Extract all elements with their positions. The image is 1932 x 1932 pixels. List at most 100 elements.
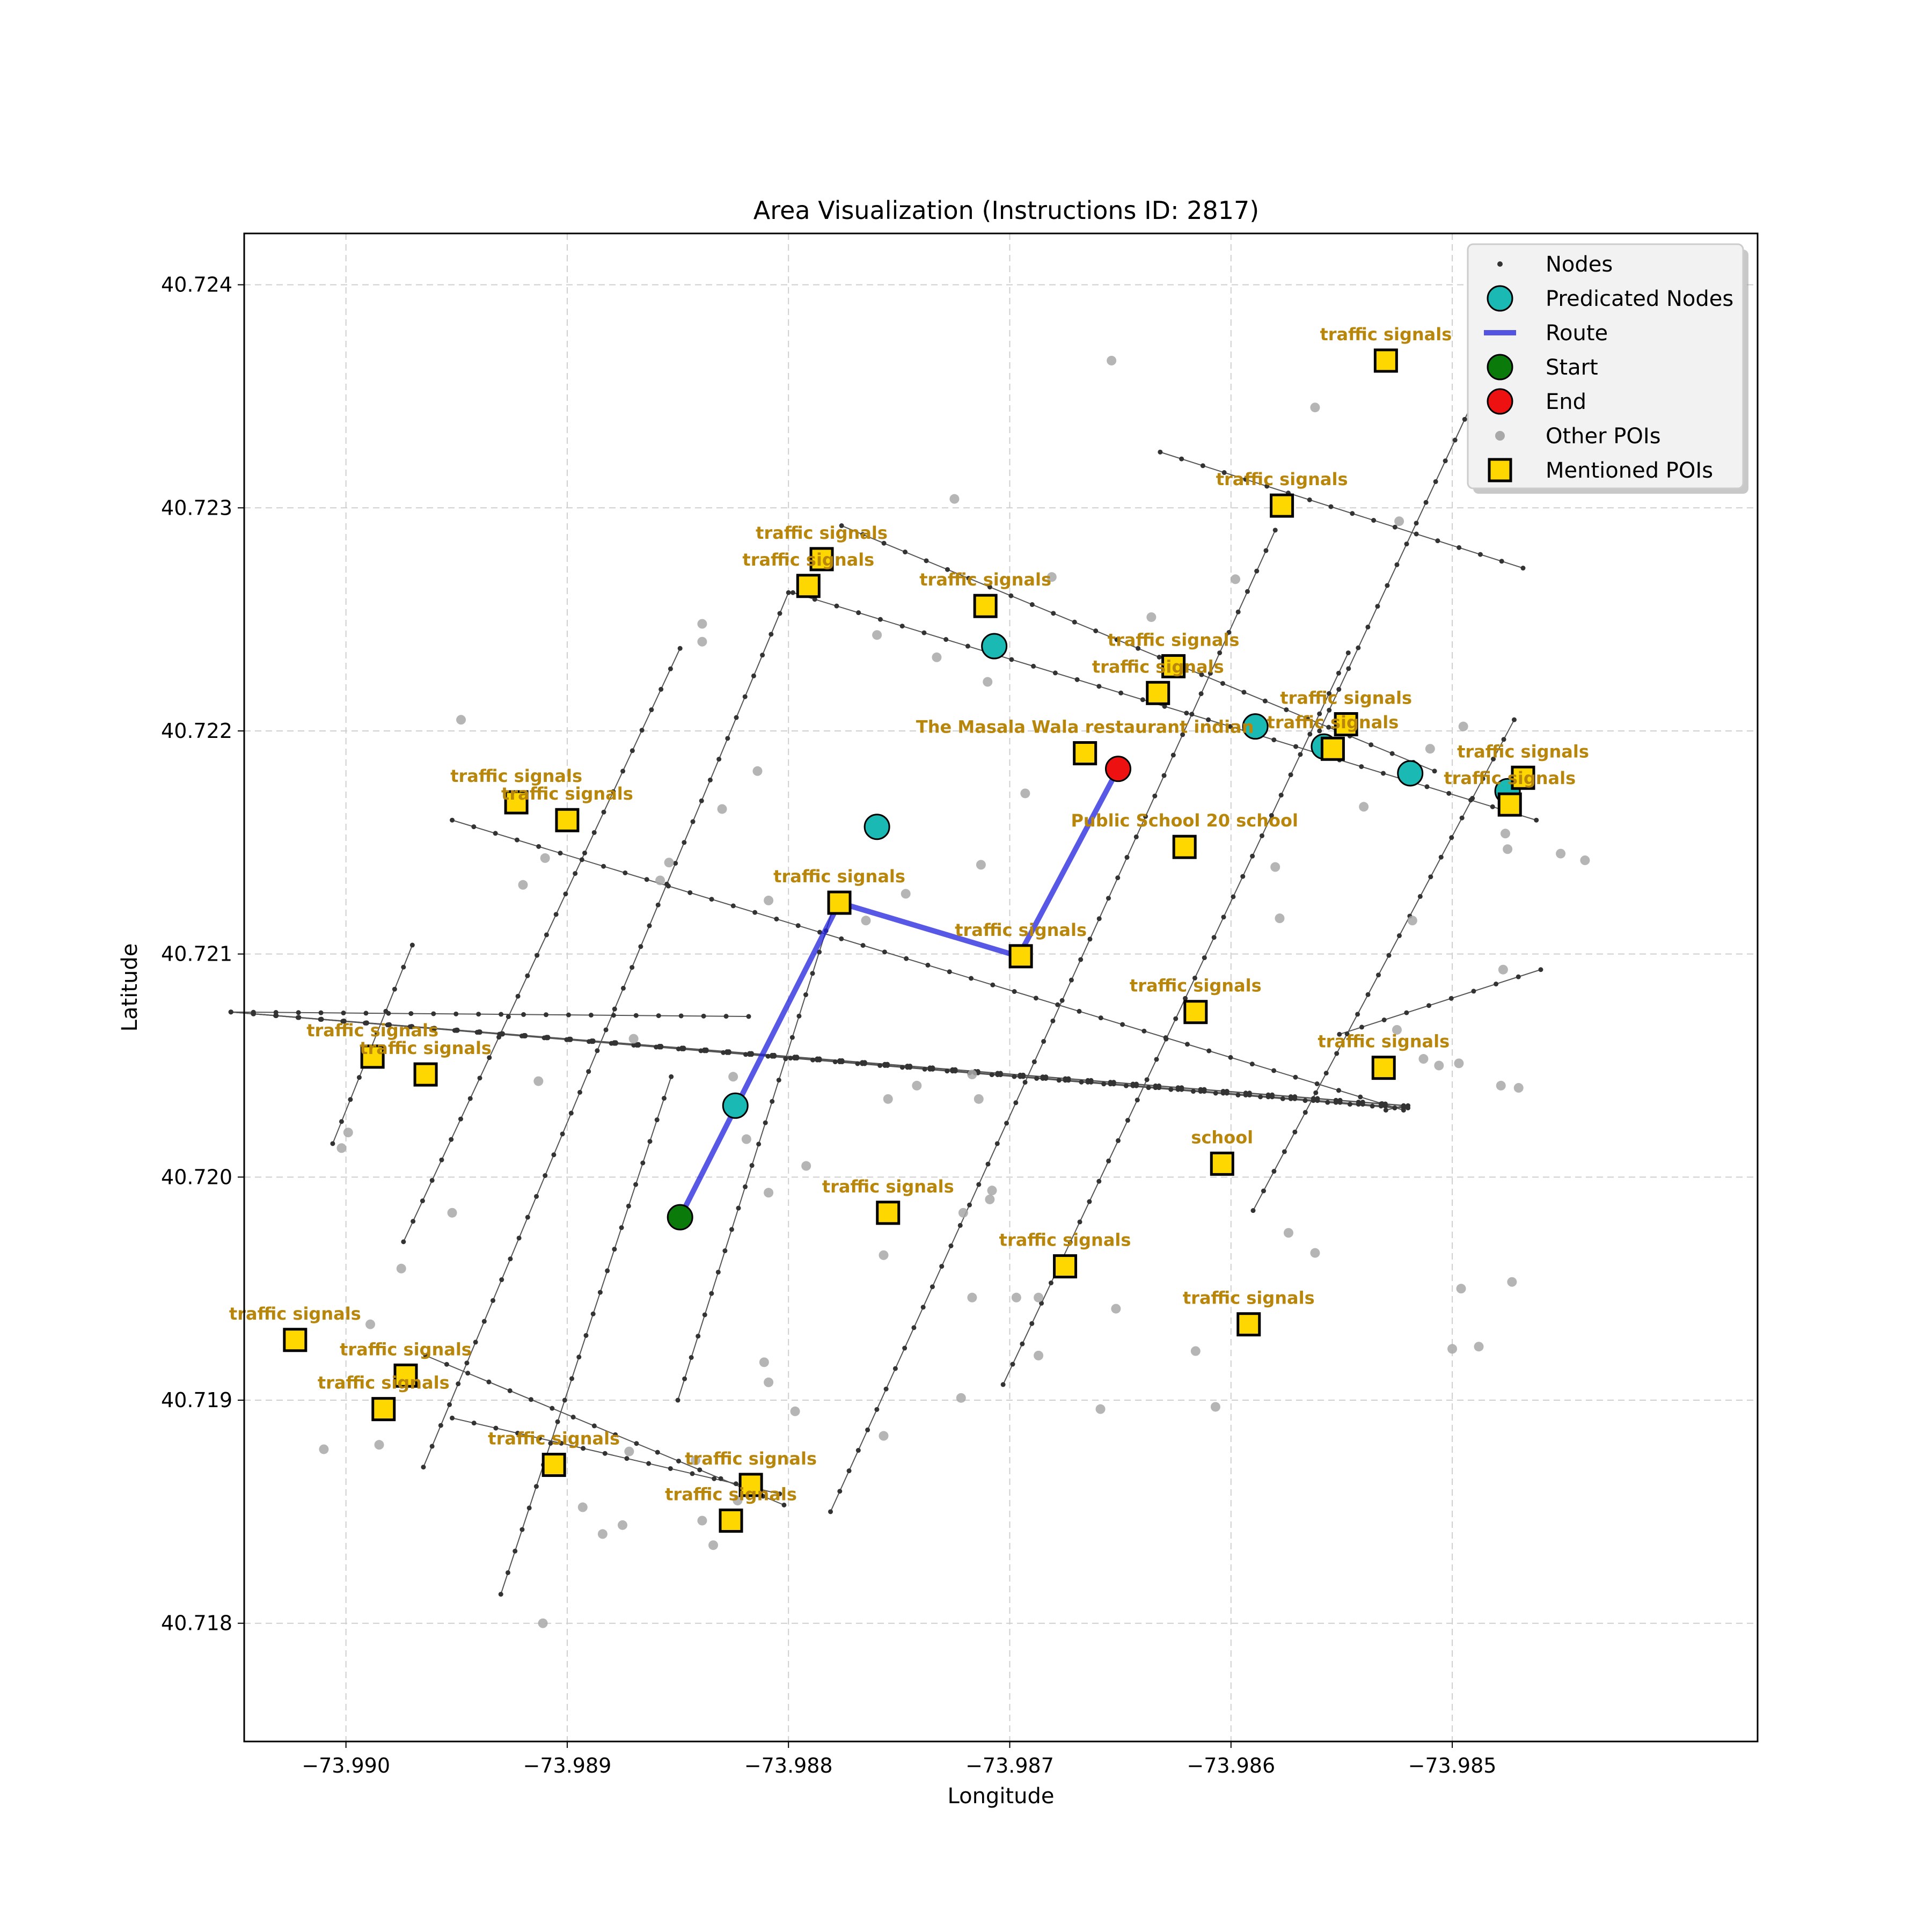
node-dot <box>925 962 931 968</box>
node-dot <box>1114 637 1119 642</box>
node-dot <box>1048 1280 1053 1286</box>
node-dot <box>1184 1042 1190 1047</box>
node-dot <box>1293 744 1299 749</box>
node-dot <box>730 903 736 909</box>
node-dot <box>409 942 415 948</box>
node-dot <box>810 971 815 976</box>
node-dot <box>644 877 649 882</box>
node-dot <box>562 1397 567 1403</box>
node-dot <box>1336 670 1341 676</box>
node-dot <box>499 1012 504 1017</box>
node-dot <box>1241 690 1247 695</box>
node-dot <box>590 1039 596 1044</box>
mentioned-poi-label: traffic signals <box>1108 630 1240 650</box>
other-poi <box>1513 1083 1524 1093</box>
other-poi <box>1359 802 1369 812</box>
node-dot <box>656 1013 661 1019</box>
mentioned-poi-marker <box>973 594 998 618</box>
mentioned-poi-marker <box>555 808 580 832</box>
node-dot <box>1490 804 1495 809</box>
other-poi <box>374 1440 384 1450</box>
node-dot <box>638 944 643 949</box>
node-dot <box>639 728 645 733</box>
node-dot <box>1452 437 1458 443</box>
node-dot <box>471 824 477 830</box>
node-dot <box>387 1022 392 1028</box>
node-dot <box>421 1465 426 1470</box>
mentioned-poi-label: Public School 20 school <box>1071 810 1298 831</box>
node-dot <box>624 1456 630 1461</box>
node-dot <box>1337 1031 1342 1037</box>
node-dot <box>318 1010 324 1015</box>
other-poi <box>987 1185 997 1196</box>
node-dot <box>537 1436 542 1441</box>
node-dot <box>722 1248 728 1254</box>
legend-label: End <box>1546 390 1586 414</box>
x-tick-label: −73.989 <box>523 1754 612 1777</box>
node-dot <box>1247 1092 1252 1097</box>
node-dot <box>438 1423 443 1428</box>
node-dot <box>568 1110 574 1116</box>
node-dot <box>1240 874 1246 879</box>
node-dot <box>668 666 673 671</box>
node-dot <box>1337 1100 1343 1105</box>
node-dot <box>439 1157 444 1162</box>
node-dot <box>1066 1078 1071 1083</box>
node-dot <box>1170 752 1176 758</box>
node-dot <box>783 1056 788 1062</box>
node-dot <box>697 1467 702 1473</box>
node-dot <box>953 1069 958 1074</box>
y-tick-label: 40.724 <box>161 273 232 297</box>
node-dot <box>514 837 519 843</box>
node-dot <box>1140 697 1145 702</box>
node-dot <box>1449 835 1454 840</box>
node-dot <box>687 890 693 895</box>
node-dot <box>877 1063 883 1068</box>
node-dot <box>1123 1083 1129 1088</box>
node-dot <box>590 1311 596 1316</box>
other-poi <box>912 1080 922 1091</box>
other-poi <box>956 1393 966 1403</box>
other-poi <box>1418 1054 1429 1064</box>
y-tick-label: 40.722 <box>161 719 232 743</box>
node-dot <box>834 603 839 609</box>
other-poi <box>801 1161 811 1171</box>
node-dot <box>1258 1094 1263 1100</box>
node-dot <box>1389 751 1395 756</box>
node-dot <box>1292 1129 1298 1135</box>
node-dot <box>588 1013 594 1018</box>
node-dot <box>1143 814 1148 819</box>
node-dot <box>591 830 597 835</box>
node-dot <box>676 1046 681 1051</box>
node-dot <box>560 1131 565 1137</box>
node-dot <box>1191 1089 1196 1094</box>
x-axis-ticks: −73.990 −73.989 −73.988 −73.987 −73.986 −73.9… <box>302 1741 1496 1777</box>
node-dot <box>654 1117 660 1123</box>
node-dot <box>1184 711 1189 716</box>
node-dot <box>1220 680 1225 686</box>
other-poi <box>1434 1060 1444 1071</box>
node-dot <box>1130 1083 1136 1088</box>
mentioned-poi-marker <box>1073 741 1097 766</box>
node-dot <box>846 1468 852 1474</box>
other-poi <box>456 715 466 725</box>
mentioned-poi-label: traffic signals <box>685 1448 817 1469</box>
node-dot <box>1370 1103 1375 1109</box>
node-dot <box>1261 1188 1266 1194</box>
node-dot <box>1435 538 1440 544</box>
street-segment <box>332 945 413 1144</box>
node-dot <box>765 1053 771 1059</box>
other-poi <box>1310 1248 1320 1258</box>
node-dot <box>473 1340 478 1345</box>
node-dot <box>1379 1101 1385 1106</box>
node-dot <box>486 1379 492 1385</box>
node-dot <box>429 1444 435 1449</box>
node-dot <box>339 1119 344 1124</box>
other-poi <box>336 1143 347 1153</box>
node-dot <box>1414 531 1419 537</box>
node-dot <box>534 1194 539 1199</box>
node-dot <box>409 1024 415 1029</box>
other-poi <box>1580 855 1590 866</box>
node-dot <box>760 653 765 658</box>
